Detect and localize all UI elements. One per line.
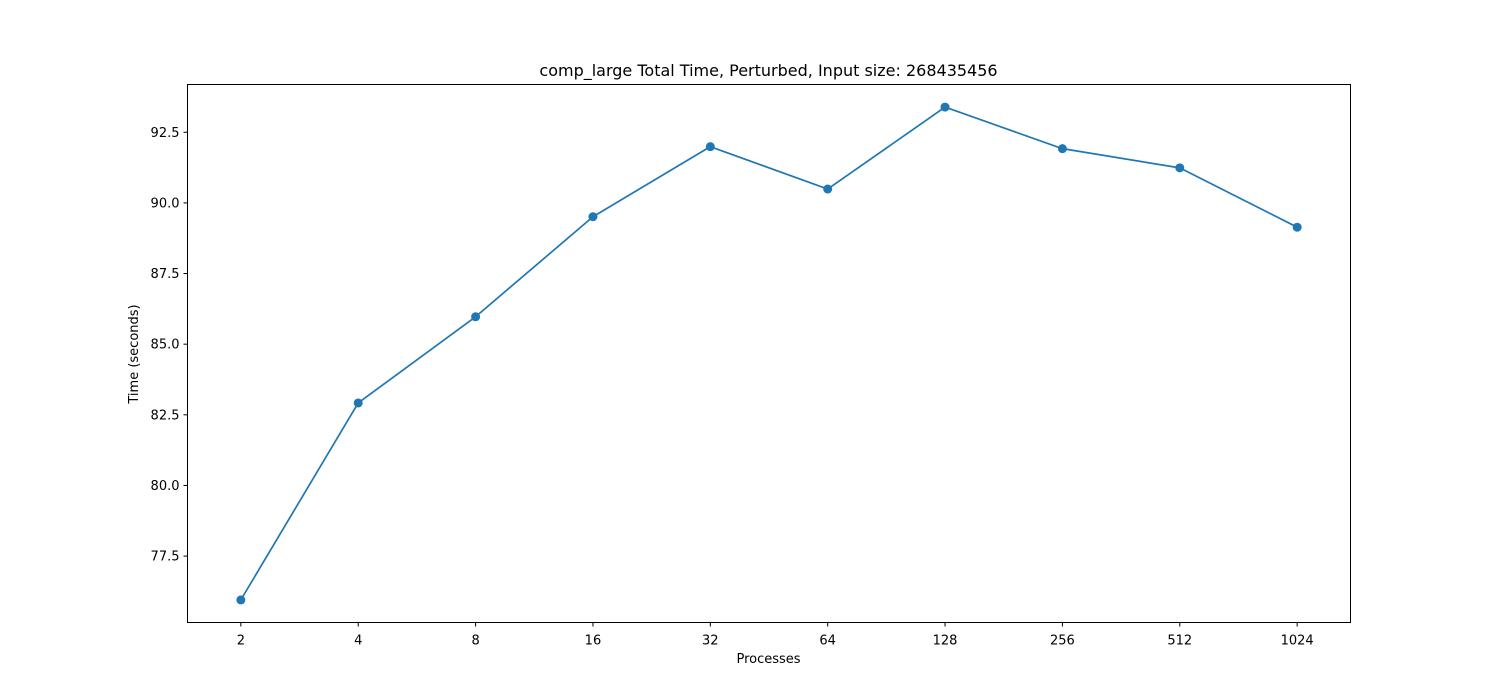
series-line	[239, 106, 1299, 601]
data-point	[236, 595, 246, 605]
x-axis-title: Processes	[736, 652, 800, 667]
x-tick-label: 256	[1050, 634, 1075, 649]
x-tick-label: 512	[1167, 634, 1192, 649]
y-tick-label: 87.5	[151, 267, 180, 282]
y-tick-label: 82.5	[151, 408, 180, 423]
y-tick-label: 80.0	[151, 479, 180, 494]
data-point	[353, 398, 363, 408]
x-tick-label: 4	[354, 634, 362, 649]
chart-title: comp_large Total Time, Perturbed, Input …	[539, 61, 997, 81]
x-tick-label: 1024	[1281, 634, 1314, 649]
x-tick-label: 32	[702, 634, 719, 649]
x-tick-label: 64	[819, 634, 836, 649]
data-point	[823, 184, 833, 194]
y-tick-label: 85.0	[151, 338, 180, 353]
data-point	[705, 142, 715, 152]
axes-frame	[187, 84, 1351, 623]
data-point	[940, 102, 950, 112]
data-point	[1292, 222, 1302, 232]
data-point	[471, 312, 481, 322]
y-axis-title: Time (seconds)	[127, 304, 142, 404]
x-tick-label: 16	[585, 634, 602, 649]
data-point	[1175, 163, 1185, 173]
data-point	[588, 212, 598, 222]
plot-area: 77.5 80.0 82.5 85.0 87.5 90.0 92.5 2 4 8 16 32 64 128…	[151, 84, 1351, 649]
y-tick-label: 90.0	[151, 196, 180, 211]
x-tick-label: 8	[471, 634, 479, 649]
data-point	[1057, 144, 1067, 154]
y-tick-label: 77.5	[151, 550, 180, 565]
x-tick-label: 2	[237, 634, 245, 649]
x-tick-label: 128	[933, 634, 958, 649]
y-tick-label: 92.5	[151, 126, 180, 141]
